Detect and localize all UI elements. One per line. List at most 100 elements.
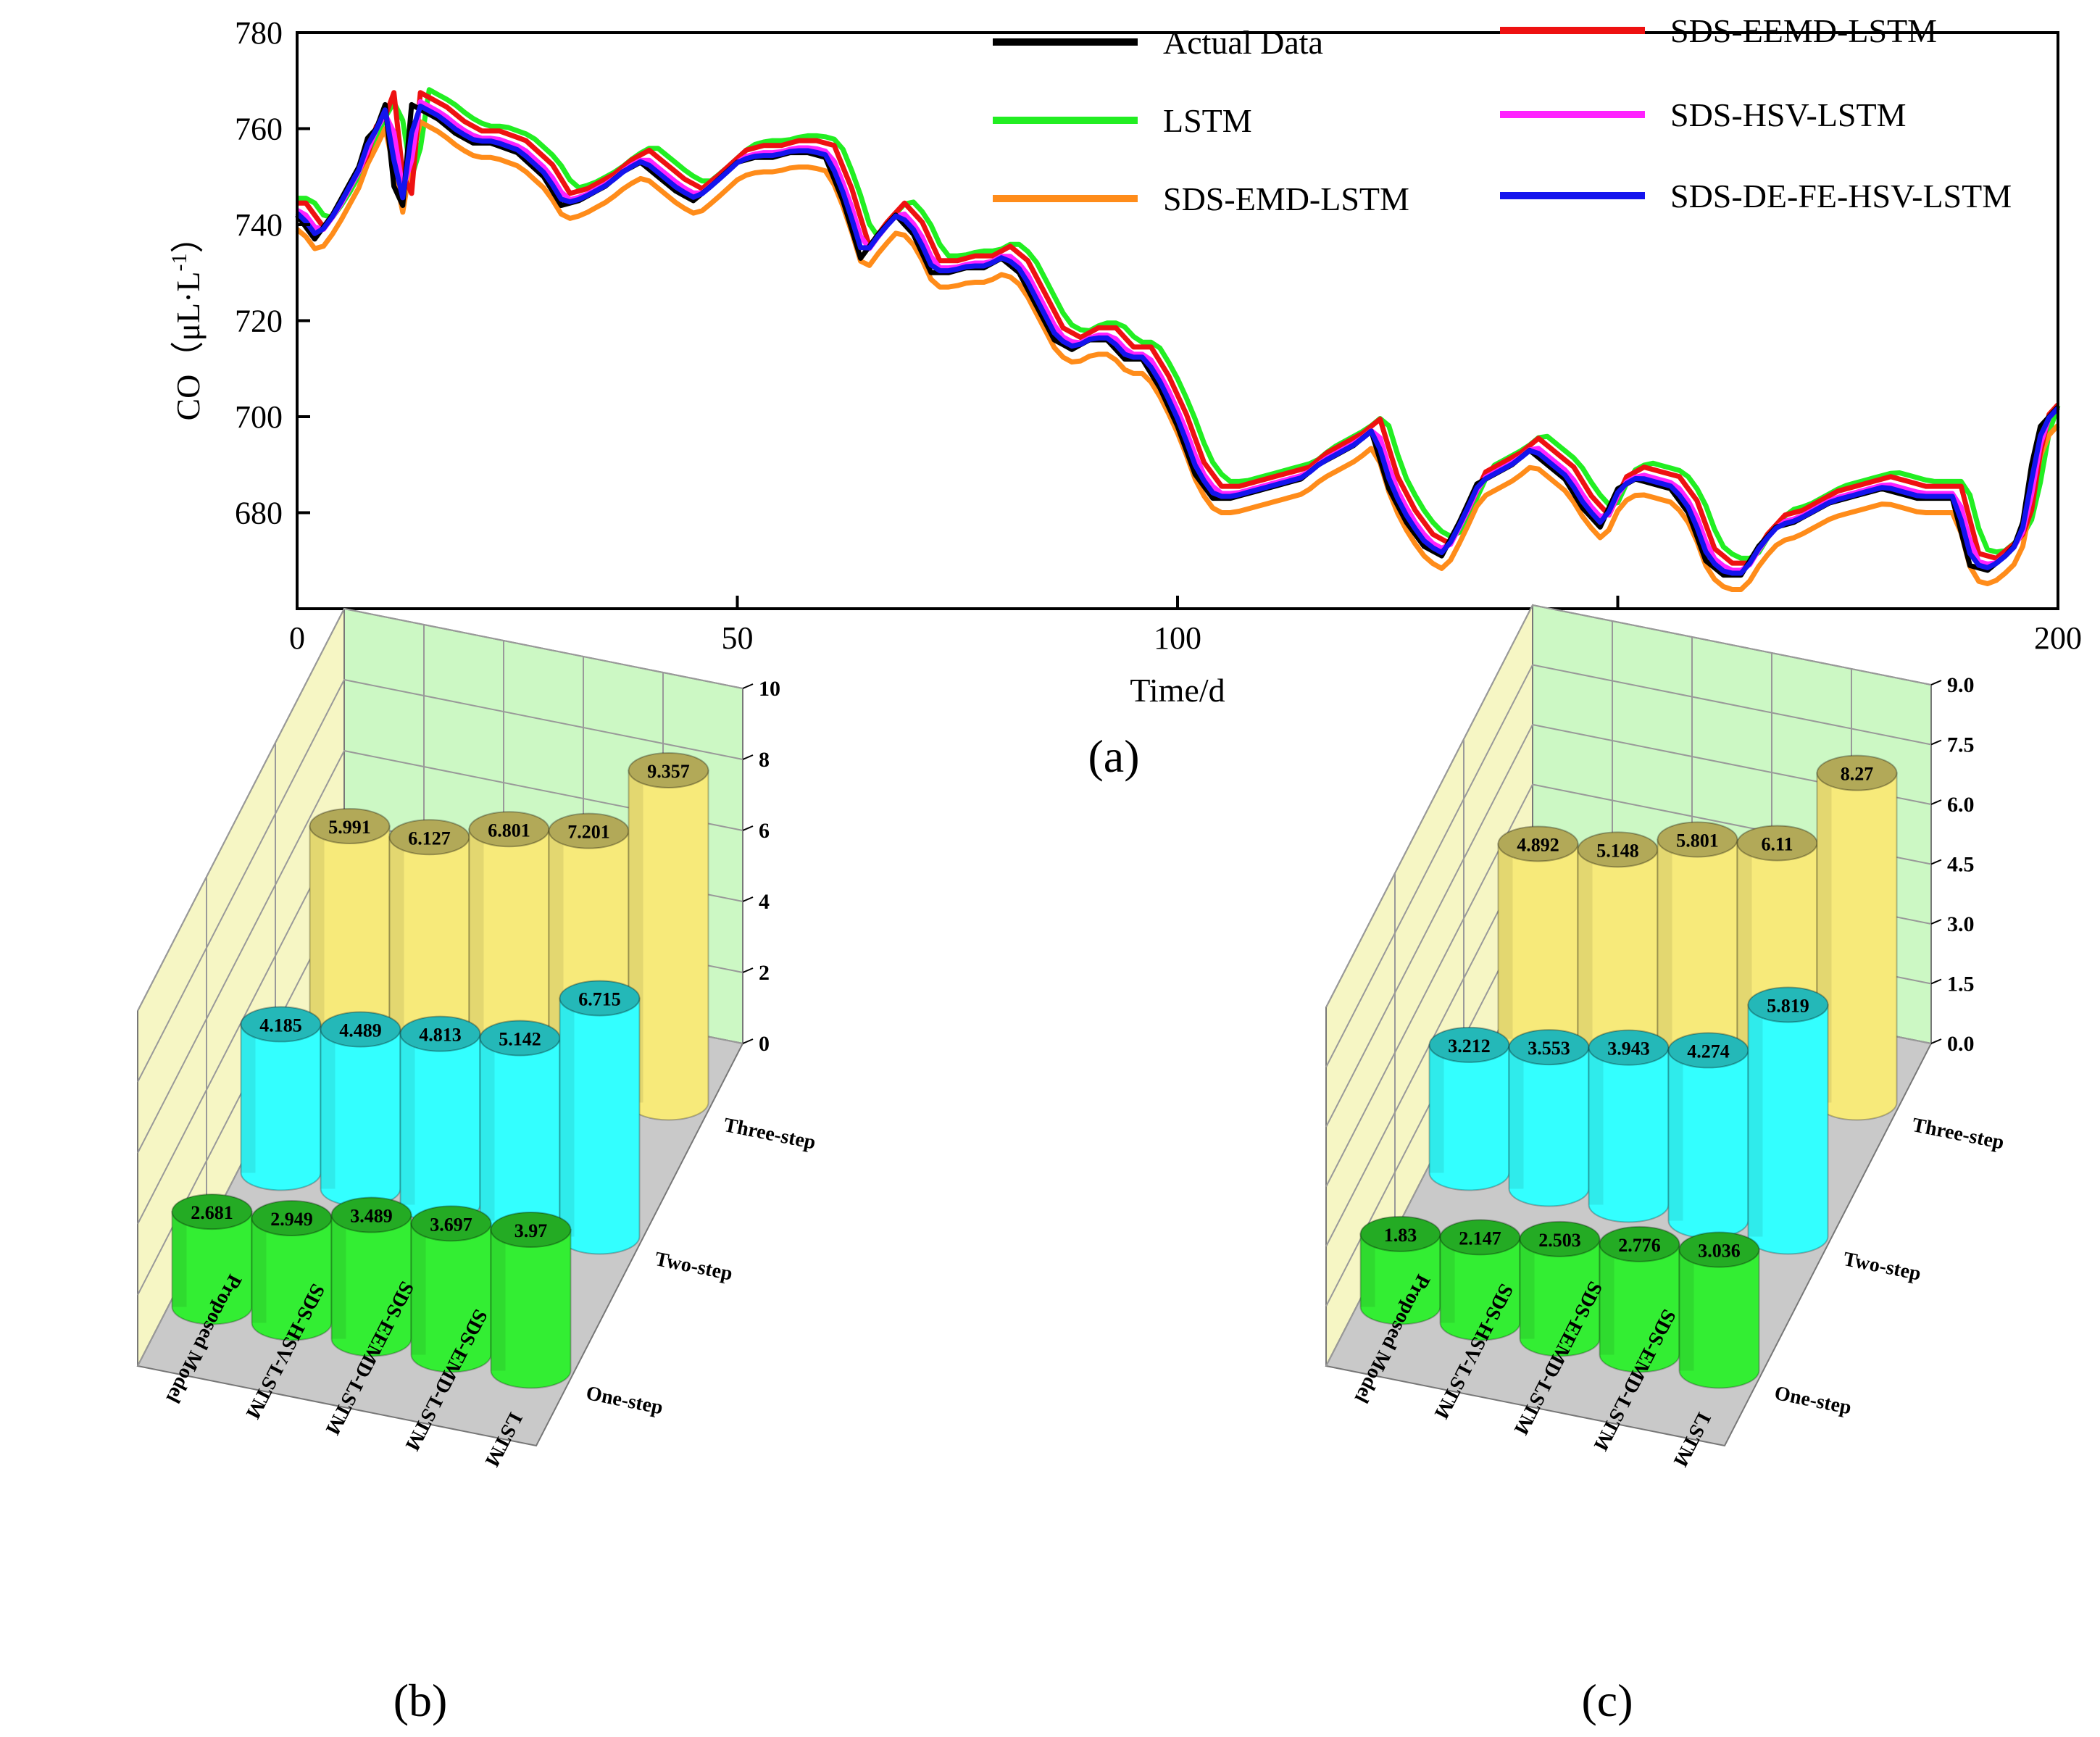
y-tick-label: 760 bbox=[235, 112, 283, 147]
bar-top-shade bbox=[1748, 987, 1828, 1022]
bar-body bbox=[1588, 1046, 1670, 1223]
bar: 3.212 bbox=[1428, 1026, 1510, 1191]
bar-top bbox=[1497, 825, 1579, 862]
bar-value-label: 9.357 bbox=[647, 761, 690, 782]
bar-body bbox=[1508, 1046, 1590, 1207]
bar-top bbox=[1599, 1225, 1680, 1262]
y-tick-label: 740 bbox=[235, 207, 283, 243]
bar-body bbox=[1439, 1236, 1521, 1341]
bar: 3.97 bbox=[490, 1211, 572, 1389]
bar-shade bbox=[309, 825, 325, 1039]
z-tick-label: 1.5 bbox=[1947, 972, 1975, 996]
bar-top bbox=[309, 807, 391, 844]
bar-top bbox=[1816, 754, 1898, 791]
z-tick-mark bbox=[1930, 739, 1942, 746]
bar-value-label: 6.801 bbox=[488, 820, 530, 841]
z-tick-label: 6 bbox=[759, 819, 770, 843]
bar-value-label: 5.991 bbox=[328, 817, 371, 838]
bar-value-label: 3.212 bbox=[1448, 1036, 1491, 1057]
bar: 3.489 bbox=[330, 1196, 412, 1357]
bar-top-shade bbox=[491, 1212, 571, 1247]
legend: Actual Data LSTM SDS-EMD-LSTM SDS-EEMD-LSTM… bbox=[993, 12, 2012, 217]
bar-shade bbox=[172, 1212, 187, 1307]
bar-shade bbox=[1429, 1044, 1444, 1173]
bar-shade bbox=[1520, 1238, 1535, 1339]
legend-label: LSTM bbox=[1163, 102, 1252, 139]
bar-top-shade bbox=[1679, 1232, 1759, 1267]
bar-top-shade bbox=[251, 1200, 332, 1236]
bar-top-shade bbox=[1360, 1216, 1441, 1251]
bar: 2.681 bbox=[171, 1194, 253, 1325]
z-tick-label: 8 bbox=[759, 748, 770, 772]
bar-value-label: 3.943 bbox=[1607, 1038, 1650, 1059]
bar-top bbox=[330, 1196, 412, 1233]
bar-shade bbox=[469, 829, 484, 1071]
bar-top-shade bbox=[1440, 1220, 1520, 1255]
bar: 4.274 bbox=[1667, 1032, 1749, 1239]
z-tick-label: 4 bbox=[759, 890, 770, 914]
series-label: Two-step bbox=[1841, 1248, 1922, 1286]
bar-value-label: 3.553 bbox=[1528, 1038, 1570, 1059]
bar-value-label: 5.142 bbox=[499, 1029, 541, 1050]
bar-top-shade bbox=[1509, 1030, 1589, 1065]
bar: 5.148 bbox=[1577, 831, 1659, 1073]
series-line bbox=[297, 87, 2061, 561]
z-tick-label: 0 bbox=[759, 1032, 770, 1056]
z-tick-mark bbox=[1930, 799, 1942, 805]
bar: 2.147 bbox=[1439, 1219, 1521, 1341]
bar: 8.27 bbox=[1816, 754, 1898, 1121]
z-tick-mark bbox=[742, 967, 754, 973]
series-line bbox=[296, 99, 2060, 573]
bar-body bbox=[410, 1222, 492, 1373]
bar-top bbox=[399, 1015, 481, 1052]
bar-top bbox=[410, 1205, 492, 1242]
bar-top-shade bbox=[1817, 755, 1897, 791]
z-tick-label: 7.5 bbox=[1947, 733, 1975, 757]
bar: 9.357 bbox=[628, 752, 709, 1121]
y-tick-label: 780 bbox=[235, 15, 283, 51]
axis-ticks: 050100150200680700720740760780 bbox=[235, 15, 2082, 656]
bar-shade bbox=[1599, 1244, 1614, 1355]
bar-value-label: 3.489 bbox=[350, 1206, 393, 1227]
bar-value-label: 4.489 bbox=[339, 1020, 382, 1041]
x-tick-label: 100 bbox=[1154, 620, 1201, 656]
bar-value-label: 2.949 bbox=[270, 1209, 313, 1230]
bar-top-shade bbox=[480, 1020, 560, 1056]
bar-value-label: 6.11 bbox=[1761, 833, 1793, 854]
bar-body bbox=[1359, 1233, 1441, 1325]
bar-shade bbox=[331, 1215, 346, 1339]
bar-value-label: 6.127 bbox=[408, 828, 451, 849]
bar-value-label: 4.892 bbox=[1517, 834, 1559, 855]
bar-shade bbox=[1679, 1249, 1694, 1371]
bar-value-label: 4.185 bbox=[259, 1015, 302, 1036]
bar: 6.127 bbox=[388, 819, 470, 1073]
panel-label-a: (a) bbox=[1088, 730, 1139, 782]
bar-shade bbox=[1498, 843, 1513, 1039]
bar-top bbox=[1428, 1026, 1510, 1063]
bar-top-shade bbox=[1520, 1221, 1600, 1257]
y-tick-label: 720 bbox=[235, 304, 283, 339]
bar: 4.813 bbox=[399, 1015, 481, 1223]
bar-top-shade bbox=[320, 1012, 401, 1047]
y-tick-label: 700 bbox=[235, 399, 283, 435]
bar-top bbox=[490, 1211, 572, 1248]
bar-body bbox=[330, 1214, 412, 1357]
bar-top-shade bbox=[1657, 822, 1738, 857]
bar-top bbox=[320, 1011, 401, 1048]
bar-top-shade bbox=[1737, 825, 1817, 861]
z-tick-mark bbox=[742, 683, 754, 689]
bar-value-label: 6.715 bbox=[578, 988, 621, 1009]
legend-label: SDS-HSV-LSTM bbox=[1670, 96, 1907, 133]
legend-label: SDS-EMD-LSTM bbox=[1163, 180, 1409, 217]
bar-body bbox=[1678, 1249, 1760, 1389]
bar-value-label: 3.036 bbox=[1698, 1241, 1741, 1262]
bar-top-shade bbox=[411, 1206, 491, 1241]
bar: 3.553 bbox=[1508, 1029, 1590, 1207]
bar-top-shade bbox=[1498, 826, 1578, 862]
legend-label: SDS-DE-FE-HSV-LSTM bbox=[1670, 178, 2012, 214]
bar-top-shade bbox=[469, 812, 549, 847]
z-tick-mark bbox=[742, 896, 754, 902]
series-label: Three-step bbox=[1910, 1114, 2006, 1154]
bar-top-shade bbox=[400, 1016, 480, 1051]
